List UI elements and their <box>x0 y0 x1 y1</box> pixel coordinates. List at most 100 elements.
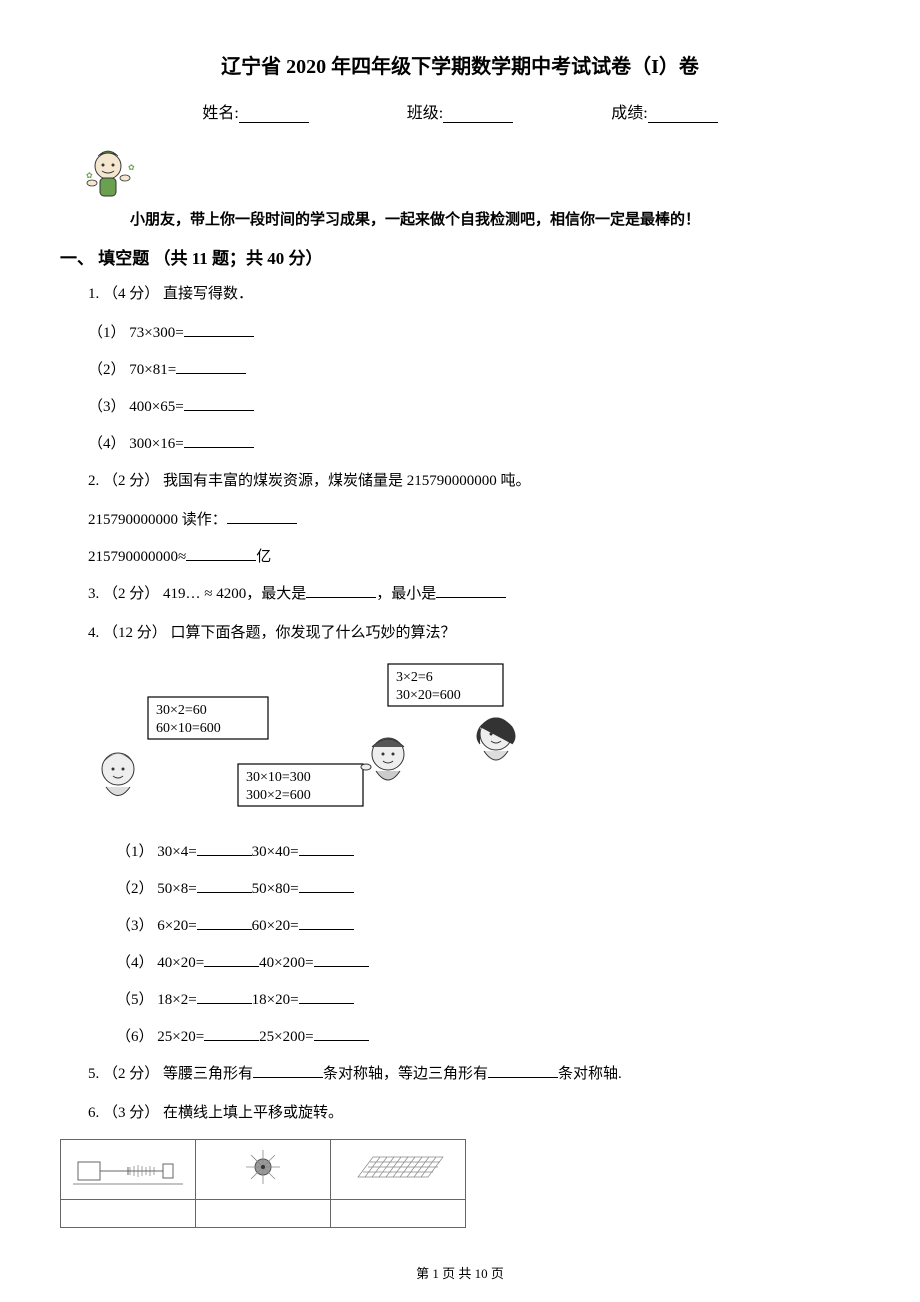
page-footer: 第 1 页 共 10 页 <box>0 1263 920 1282</box>
q2-line3: 215790000000≈ 亿 <box>88 544 860 571</box>
q2-stem: 2. （2 分） 我国有丰富的煤炭资源，煤炭储量是 215790000000 吨… <box>88 468 860 495</box>
q1-sub3: （3） 400×65= <box>88 394 860 421</box>
q4-sub6: （6） 25×20= 25×200= <box>116 1024 860 1051</box>
q1-sub1: （1） 73×300= <box>88 320 860 347</box>
q4s5b: 18×20= <box>252 992 299 1008</box>
q4-sub4: （4） 40×20= 40×200= <box>116 950 860 977</box>
child-icon-2 <box>361 738 404 780</box>
q5-b: 条对称轴，等边三角形有 <box>323 1066 488 1082</box>
answer-blank <box>197 990 252 1004</box>
answer-blank <box>253 1064 323 1078</box>
footer-a: 第 <box>416 1266 432 1281</box>
q4s2a: （2） 50×8= <box>116 881 197 897</box>
q4s4b: 40×200= <box>259 955 313 971</box>
q4s6b: 25×200= <box>259 1029 313 1045</box>
answer-blank <box>314 953 369 967</box>
q1-stem: 1. （4 分） 直接写得数． <box>88 281 860 308</box>
q1-sub2: （2） 70×81= <box>88 357 860 384</box>
q4s5a: （5） 18×2= <box>116 992 197 1008</box>
q6-table <box>60 1139 466 1228</box>
svg-text:✿: ✿ <box>128 163 135 172</box>
q5-a: 5. （2 分） 等腰三角形有 <box>88 1066 253 1082</box>
q4s3a: （3） 6×20= <box>116 918 197 934</box>
answer-blank <box>184 323 254 337</box>
score-label: 成绩: <box>611 99 647 123</box>
q4s3b: 60×20= <box>252 918 299 934</box>
q4s2b: 50×80= <box>252 881 299 897</box>
q6-ans2 <box>196 1200 331 1228</box>
q1-sub1-text: （1） 73×300= <box>88 325 184 341</box>
q4-illustration: 3×2=6 30×20=600 30×2=60 60×10=600 30×10=… <box>88 659 860 829</box>
q2-line2: 215790000000 读作： <box>88 507 860 534</box>
answer-blank <box>204 953 259 967</box>
q2-line2-text: 215790000000 读作： <box>88 512 227 528</box>
answer-blank <box>314 1027 369 1041</box>
q1-sub4-text: （4） 300×16= <box>88 436 184 452</box>
answer-blank <box>186 547 256 561</box>
q4s1a: （1） 30×4= <box>116 844 197 860</box>
table-row <box>61 1200 466 1228</box>
class-label: 班级: <box>407 99 443 123</box>
mascot-icon: ✿ ✿ <box>80 148 140 203</box>
bubble3-l2: 30×20=600 <box>396 688 461 703</box>
q4-sub2: （2） 50×8= 50×80= <box>116 876 860 903</box>
child-icon-1 <box>102 753 134 796</box>
answer-blank <box>299 916 354 930</box>
answer-blank <box>197 916 252 930</box>
bubble2-l2: 300×2=600 <box>246 788 311 803</box>
bubble1-l1: 30×2=60 <box>156 703 207 718</box>
answer-blank <box>184 397 254 411</box>
answer-blank <box>306 584 376 598</box>
answer-blank <box>299 842 354 856</box>
q1-sub2-text: （2） 70×81= <box>88 362 176 378</box>
answer-blank <box>299 990 354 1004</box>
q4-sub1: （1） 30×4= 30×40= <box>116 839 860 866</box>
bubble3-l1: 3×2=6 <box>396 670 433 685</box>
intro-text: 小朋友，带上你一段时间的学习成果，一起来做个自我检测吧，相信你一定是最棒的！ <box>100 208 860 229</box>
answer-blank <box>184 434 254 448</box>
q6-ans1 <box>61 1200 196 1228</box>
class-blank <box>443 107 513 123</box>
name-blank <box>239 107 309 123</box>
section-1-header: 一、 填空题 （共 11 题；共 40 分） <box>60 244 860 269</box>
answer-blank <box>197 842 252 856</box>
q5-c: 条对称轴. <box>558 1066 622 1082</box>
q6-img2 <box>196 1140 331 1200</box>
footer-total: 10 <box>475 1266 488 1281</box>
q6-img1 <box>61 1140 196 1200</box>
name-label: 姓名: <box>202 99 238 123</box>
answer-blank <box>488 1064 558 1078</box>
q6-stem: 6. （3 分） 在横线上填上平移或旋转。 <box>88 1100 860 1127</box>
answer-blank <box>197 879 252 893</box>
q6-ans3 <box>331 1200 466 1228</box>
q4-stem: 4. （12 分） 口算下面各题，你发现了什么巧妙的算法？ <box>88 620 860 647</box>
q5: 5. （2 分） 等腰三角形有 条对称轴，等边三角形有 条对称轴. <box>88 1061 860 1088</box>
q3-a: 3. （2 分） 419… ≈ 4200，最大是 <box>88 586 306 602</box>
svg-text:✿: ✿ <box>86 171 93 180</box>
bubble2-l1: 30×10=300 <box>246 770 311 785</box>
score-blank <box>648 107 718 123</box>
answer-blank <box>227 510 297 524</box>
q1-sub3-text: （3） 400×65= <box>88 399 184 415</box>
q2-line3a-text: 215790000000≈ <box>88 549 186 565</box>
footer-c: 页 <box>488 1266 504 1281</box>
table-row <box>61 1140 466 1200</box>
page-title: 辽宁省 2020 年四年级下学期数学期中考试试卷（I）卷 <box>60 50 860 79</box>
q4-sub3: （3） 6×20= 60×20= <box>116 913 860 940</box>
q4s4a: （4） 40×20= <box>116 955 204 971</box>
q6-img3 <box>331 1140 466 1200</box>
q4s6a: （6） 25×20= <box>116 1029 204 1045</box>
student-info-row: 姓名: 班级: 成绩: <box>60 99 860 123</box>
q2-line3b-text: 亿 <box>256 549 271 565</box>
child-icon-3 <box>477 718 515 760</box>
answer-blank <box>436 584 506 598</box>
answer-blank <box>204 1027 259 1041</box>
q3: 3. （2 分） 419… ≈ 4200，最大是，最小是 <box>88 581 860 608</box>
q4s1b: 30×40= <box>252 844 299 860</box>
footer-b: 页 共 <box>439 1266 475 1281</box>
q1-sub4: （4） 300×16= <box>88 431 860 458</box>
answer-blank <box>299 879 354 893</box>
q4-sub5: （5） 18×2= 18×20= <box>116 987 860 1014</box>
bubble1-l2: 60×10=600 <box>156 721 221 736</box>
answer-blank <box>176 360 246 374</box>
